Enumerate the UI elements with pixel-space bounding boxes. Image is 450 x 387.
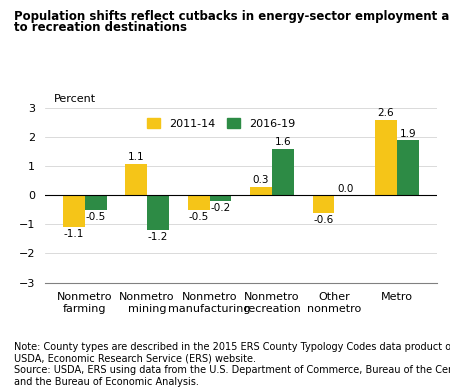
Bar — [125, 163, 147, 195]
Text: Population shifts reflect cutbacks in energy-sector employment and renewed migra: Population shifts reflect cutbacks in en… — [14, 10, 450, 23]
Text: -0.2: -0.2 — [210, 203, 230, 213]
Text: 2.6: 2.6 — [378, 108, 394, 118]
Legend: 2011-14, 2016-19: 2011-14, 2016-19 — [143, 114, 300, 134]
Bar — [85, 195, 107, 210]
Bar — [250, 187, 272, 195]
Bar — [210, 195, 231, 201]
Text: 1.9: 1.9 — [400, 128, 416, 139]
Bar — [397, 140, 418, 195]
Text: -0.6: -0.6 — [313, 214, 333, 224]
Text: -0.5: -0.5 — [86, 212, 106, 222]
Text: -1.1: -1.1 — [63, 229, 84, 239]
Text: to recreation destinations: to recreation destinations — [14, 21, 186, 34]
Text: Note: County types are described in the 2015 ERS County Typology Codes data prod: Note: County types are described in the … — [14, 342, 450, 387]
Text: -1.2: -1.2 — [148, 232, 168, 242]
Bar — [63, 195, 85, 228]
Bar — [188, 195, 210, 210]
Text: Percent: Percent — [54, 94, 95, 104]
Text: -0.5: -0.5 — [189, 212, 209, 222]
Text: 1.6: 1.6 — [274, 137, 291, 147]
Bar — [147, 195, 169, 230]
Text: 0.3: 0.3 — [253, 175, 269, 185]
Text: 0.0: 0.0 — [337, 184, 354, 194]
Bar — [272, 149, 294, 195]
Bar — [375, 120, 397, 195]
Bar — [313, 195, 334, 213]
Text: 1.1: 1.1 — [128, 152, 144, 162]
